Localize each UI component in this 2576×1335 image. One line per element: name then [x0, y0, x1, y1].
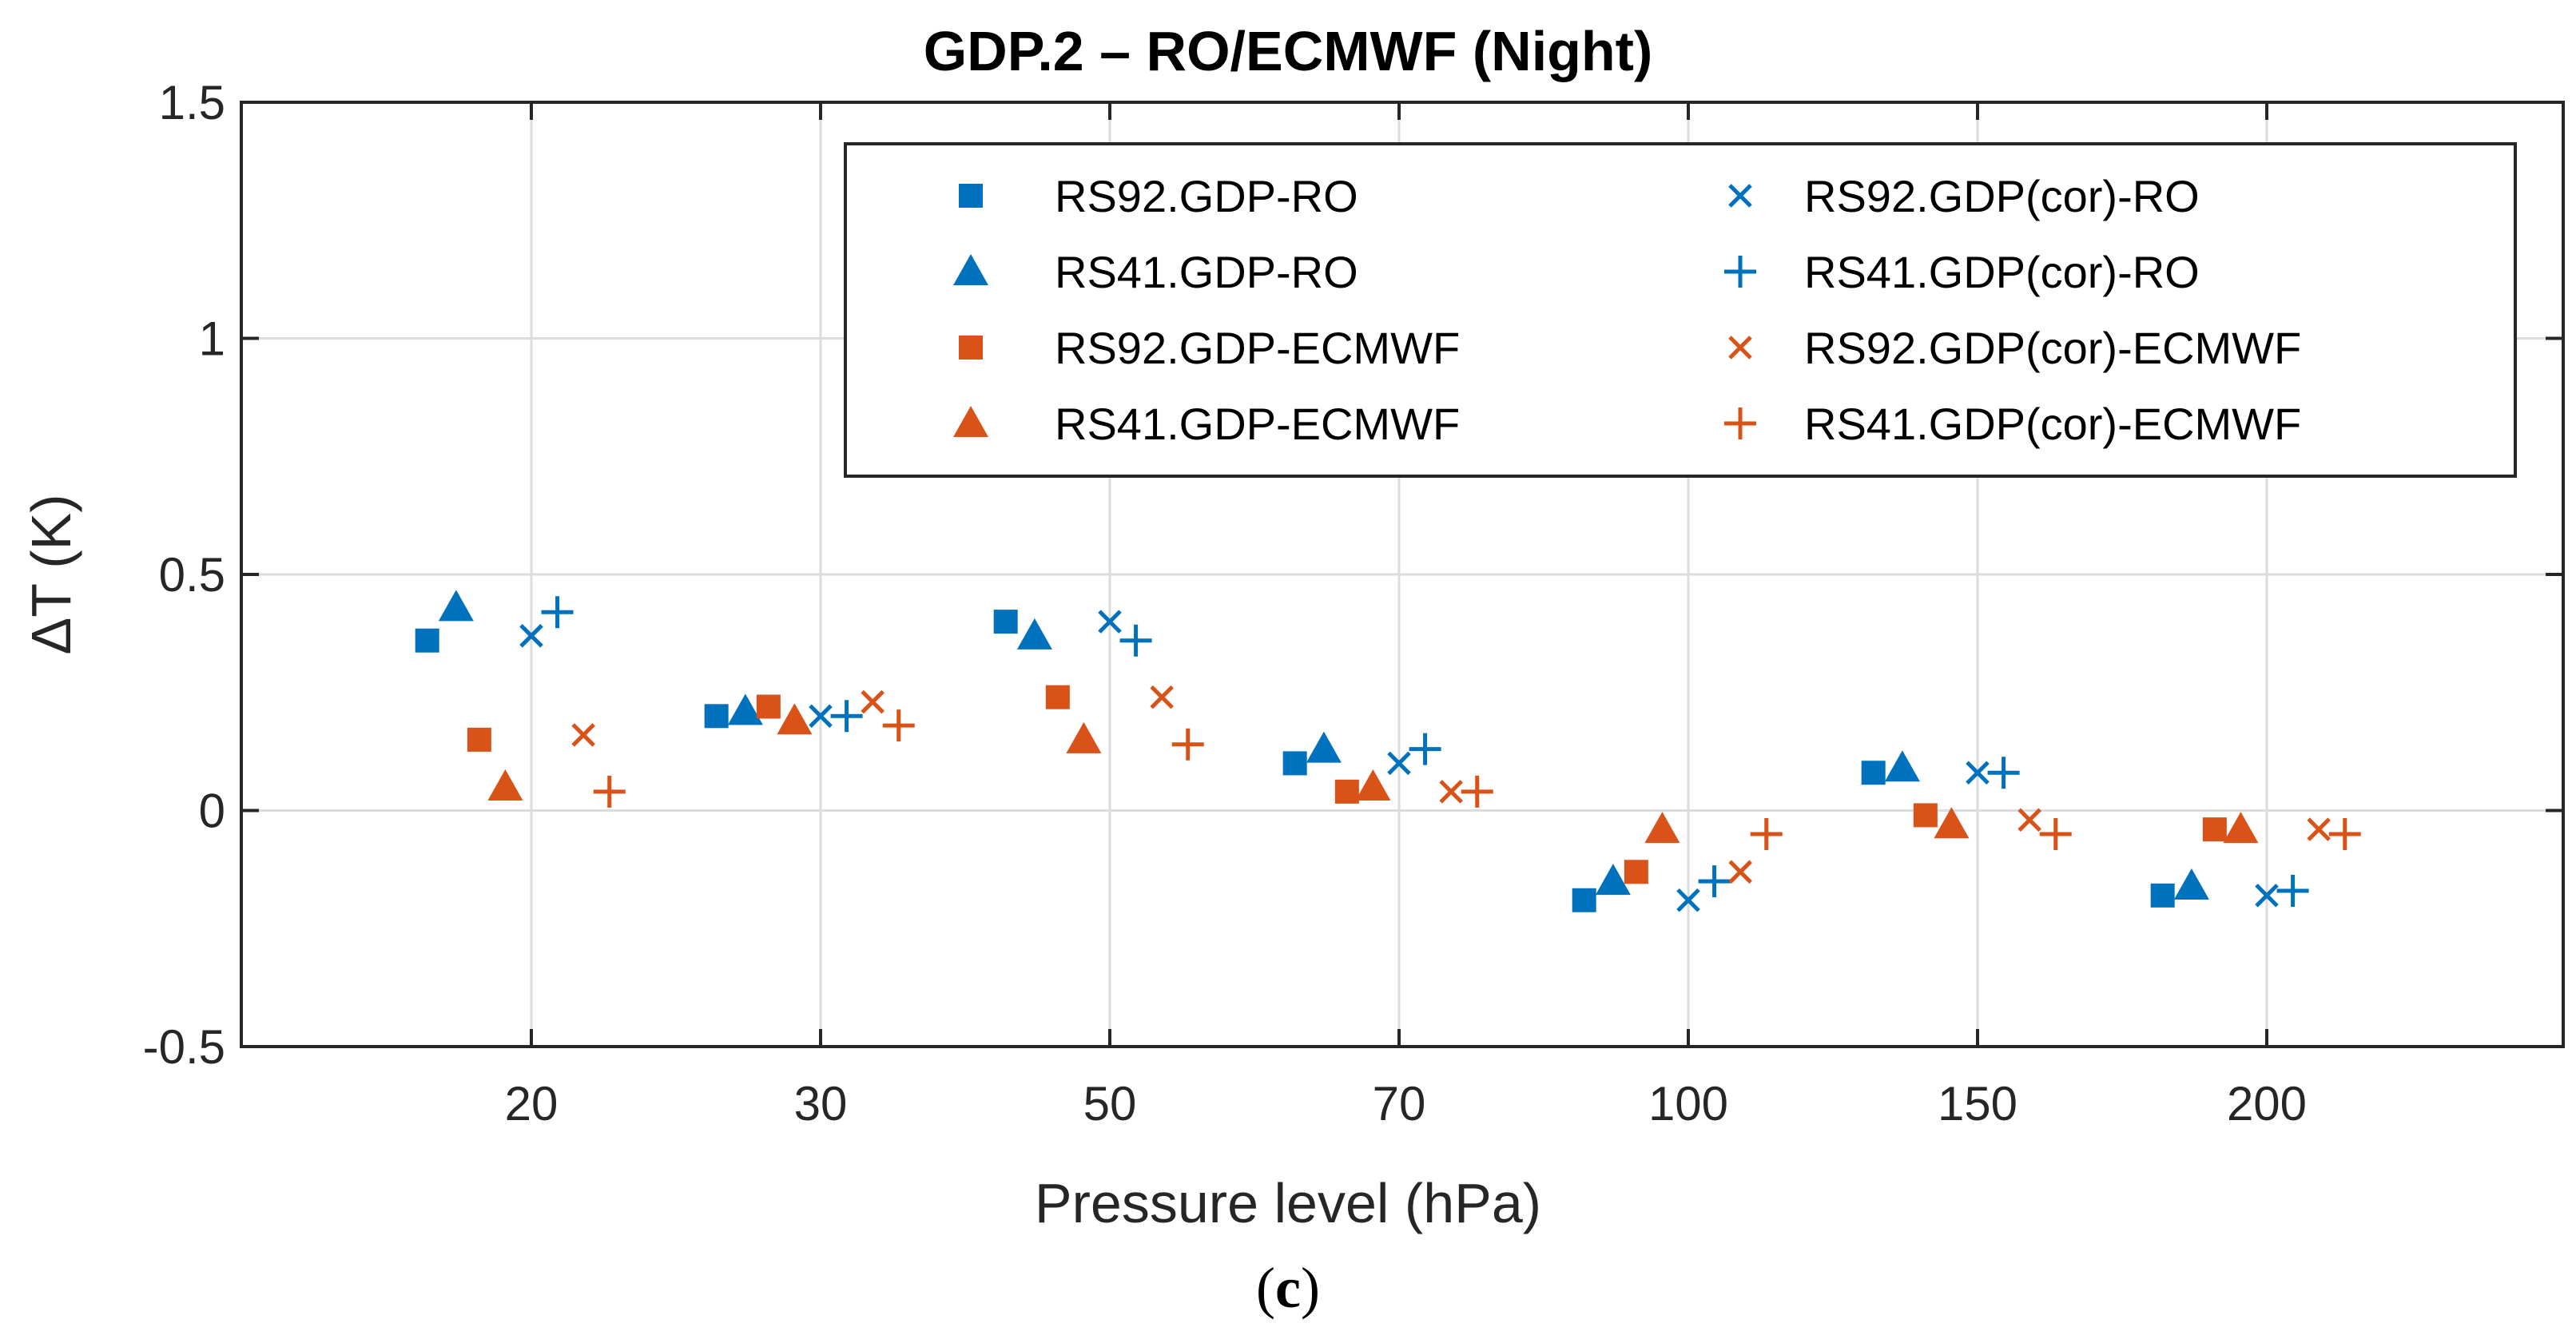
y-axis-ticks: 1.5 1 0.5 0 -0.5 [143, 76, 2563, 1074]
data-point [1045, 685, 1070, 709]
legend-marker [959, 184, 983, 208]
data-point [830, 700, 863, 733]
legend-box [844, 142, 2517, 478]
legend-label: RS41.GDP(cor)-RO [1804, 247, 2200, 297]
data-point [571, 723, 595, 747]
data-point [1750, 818, 1783, 851]
y-axis-label: ΔT (K) [20, 494, 82, 654]
data-point [541, 596, 574, 629]
data-point [1884, 750, 1920, 782]
legend-marker [1728, 336, 1752, 360]
data-point [2173, 868, 2209, 900]
y-tick-label: 1 [199, 312, 225, 366]
x-tick-label: 20 [505, 1077, 559, 1130]
legend-label: RS92.GDP(cor)-RO [1804, 171, 2200, 221]
data-point [1098, 610, 1122, 634]
x-tick-label: 100 [1648, 1077, 1728, 1130]
legend-label: RS92.GDP(cor)-ECMWF [1804, 323, 2301, 373]
data-point [2150, 883, 2175, 908]
x-axis-label: Pressure level (hPa) [1035, 1172, 1541, 1234]
data-point [1282, 751, 1307, 776]
caption-letter: c [1275, 1256, 1301, 1320]
data-point [1644, 812, 1680, 844]
data-point [2328, 818, 2361, 851]
data-point [1306, 731, 1342, 763]
data-point [1171, 728, 1204, 761]
data-point [1387, 751, 1411, 776]
chart-title: GDP.2 – RO/ECMWF (Night) [924, 20, 1653, 82]
legend-label: RS92.GDP-RO [1055, 171, 1358, 221]
data-point [1439, 780, 1463, 804]
data-point [1066, 721, 1102, 753]
legend-marker [953, 254, 988, 285]
data-point [1334, 779, 1359, 804]
data-point [777, 703, 813, 735]
data-point [593, 775, 626, 808]
data-point [1572, 888, 1596, 912]
data-point [727, 693, 763, 725]
data-point [2255, 884, 2279, 908]
x-tick-label: 150 [1938, 1077, 2017, 1130]
legend: RS92.GDP-RO RS41.GDP-RO RS92.GDP-ECMWF RS41… [844, 142, 2517, 478]
data-point [1861, 761, 1886, 785]
data-point [993, 610, 1018, 634]
data-point [704, 704, 729, 729]
y-tick-label: 0 [199, 785, 225, 838]
legend-label: RS92.GDP-ECMWF [1055, 323, 1460, 373]
y-tick-label: -0.5 [143, 1020, 225, 1074]
data-point [487, 769, 523, 801]
x-tick-label: 70 [1373, 1077, 1426, 1130]
legend-marker [953, 406, 988, 437]
data-point [1987, 757, 2020, 789]
data-point [415, 628, 439, 653]
legend-marker [959, 336, 983, 360]
data-point [1016, 618, 1052, 650]
legend-marker [1724, 407, 1756, 439]
data-point [809, 704, 833, 729]
x-tick-label: 200 [2227, 1077, 2307, 1130]
legend-label: RS41.GDP-ECMWF [1055, 399, 1460, 449]
data-point [2276, 874, 2309, 907]
data-point [2307, 817, 2331, 841]
legend-label: RS41.GDP-RO [1055, 247, 1358, 297]
x-tick-label: 50 [1083, 1077, 1137, 1130]
data-point [1698, 865, 1731, 898]
data-point [756, 694, 781, 719]
legend-marker [1724, 256, 1756, 288]
data-point [438, 590, 474, 622]
y-tick-label: 1.5 [159, 76, 225, 129]
data-point [861, 689, 885, 714]
x-axis-ticks: 20 30 50 70 100 150 200 [505, 102, 2307, 1130]
data-point [1966, 761, 1990, 785]
data-point [2202, 817, 2227, 842]
data-point [1355, 769, 1391, 801]
data-point [2223, 812, 2259, 844]
x-tick-label: 30 [794, 1077, 848, 1130]
data-point [519, 624, 543, 648]
data-point [2039, 818, 2072, 851]
y-tick-label: 0.5 [159, 548, 225, 602]
data-point [1461, 775, 1493, 808]
data-points [415, 590, 2361, 912]
data-point [1150, 685, 1174, 709]
data-point [2017, 808, 2041, 832]
legend-label: RS41.GDP(cor)-ECMWF [1804, 399, 2301, 449]
data-point [467, 727, 491, 752]
legend-marker [1728, 184, 1752, 208]
data-point [1119, 624, 1152, 657]
data-point [1624, 860, 1648, 884]
data-point [1409, 733, 1441, 765]
data-point [1913, 803, 1938, 828]
figure-caption: (c) [1256, 1256, 1320, 1320]
data-point [1728, 860, 1752, 884]
data-point [1676, 888, 1700, 912]
data-point [882, 709, 915, 742]
data-point [1934, 807, 1970, 839]
data-point [1595, 864, 1631, 896]
